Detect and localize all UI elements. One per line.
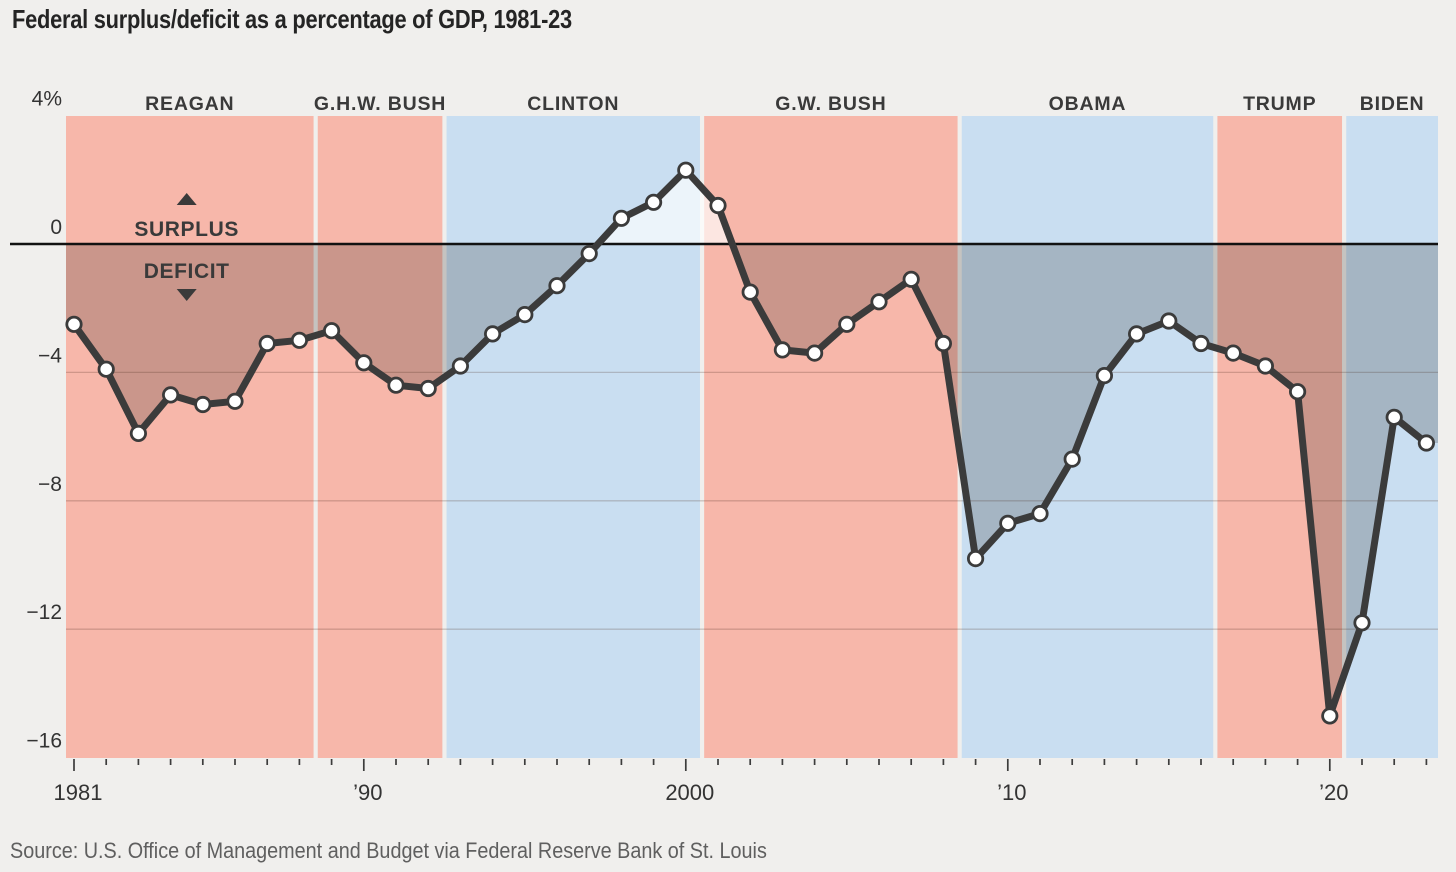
president-label-obama: OBAMA — [1049, 93, 1127, 115]
data-point-marker-2017 — [1224, 344, 1242, 362]
data-point-marker-2019 — [1289, 383, 1307, 401]
data-point-marker-2011 — [1031, 504, 1049, 523]
data-point-marker-2023 — [1417, 434, 1436, 452]
data-point-marker-1985 — [194, 395, 212, 414]
president-label-g-h-w-bush: G.H.W. BUSH — [314, 93, 446, 115]
surplus-annotation-label: SURPLUS — [134, 218, 239, 241]
data-point-marker-1994 — [483, 325, 502, 343]
data-point-marker-1982 — [97, 360, 115, 378]
data-point-marker-1988 — [290, 331, 308, 349]
data-point-marker-2007 — [902, 270, 920, 288]
x-tick-label-2010: ’10 — [997, 780, 1026, 805]
y-axis-labels: 4% 0 −4 −8 −12 −16 — [26, 88, 62, 753]
data-point-marker-2005 — [838, 315, 856, 333]
data-point-marker-2006 — [870, 293, 888, 311]
chart-title: Federal surplus/deficit as a percentage … — [12, 4, 572, 34]
data-point-marker-2000 — [677, 161, 695, 179]
surplus-deficit-annotation: SURPLUS DEFICIT — [134, 193, 239, 301]
data-point-marker-1984 — [162, 386, 180, 404]
data-point-marker-1998 — [612, 209, 631, 227]
era-band-g-h-w-bush — [317, 116, 443, 758]
data-point-markers — [65, 161, 1436, 725]
data-point-marker-2015 — [1160, 312, 1178, 330]
data-point-marker-1987 — [258, 334, 276, 353]
source-note: Source: U.S. Office of Management and Bu… — [10, 838, 767, 863]
data-point-marker-2003 — [773, 341, 792, 359]
data-point-marker-2008 — [934, 334, 953, 353]
data-point-marker-1997 — [580, 245, 598, 263]
era-band-reagan — [66, 116, 314, 758]
data-point-marker-1981 — [65, 315, 83, 333]
president-label-trump: TRUMP — [1243, 93, 1316, 115]
data-point-marker-2013 — [1095, 366, 1114, 385]
president-labels: REAGAN G.H.W. BUSH CLINTON G.W. BUSH OBAMA TR… — [145, 93, 1424, 115]
president-label-biden: BIDEN — [1360, 93, 1425, 115]
x-axis-ticks — [73, 759, 1428, 771]
y-tick-label: −8 — [38, 473, 62, 496]
data-point-marker-2014 — [1128, 325, 1146, 343]
data-point-marker-1990 — [355, 354, 373, 372]
data-point-marker-2010 — [999, 514, 1017, 532]
x-tick-label-2000: 2000 — [665, 780, 714, 805]
up-arrow-icon — [176, 193, 197, 205]
x-tick-label-1990: ’90 — [353, 780, 382, 805]
data-point-marker-1986 — [226, 392, 244, 410]
president-bands — [66, 116, 1438, 758]
data-point-marker-2009 — [966, 549, 985, 568]
data-point-marker-2002 — [741, 283, 759, 301]
data-point-marker-2012 — [1063, 450, 1081, 468]
down-arrow-icon — [176, 289, 197, 301]
data-point-marker-1992 — [419, 379, 437, 398]
data-point-marker-1996 — [548, 277, 566, 295]
president-label-clinton: CLINTON — [527, 93, 619, 115]
data-point-marker-2016 — [1192, 334, 1210, 353]
data-point-marker-1989 — [322, 322, 341, 340]
y-tick-label: −16 — [26, 730, 62, 753]
president-label-g-w-bush: G.W. BUSH — [775, 93, 886, 115]
data-point-marker-2020 — [1321, 707, 1339, 725]
data-point-marker-2021 — [1353, 614, 1371, 632]
y-tick-label: −12 — [26, 601, 62, 624]
deficit-area-fill — [66, 244, 1438, 716]
data-point-marker-2004 — [805, 344, 824, 362]
y-tick-label: 4% — [32, 88, 62, 111]
x-tick-label-2020: ’20 — [1319, 780, 1348, 805]
data-point-marker-2001 — [709, 196, 727, 215]
data-point-marker-1995 — [516, 305, 534, 324]
data-point-marker-1991 — [387, 376, 405, 394]
data-point-marker-1999 — [644, 193, 663, 211]
era-band-obama — [961, 116, 1214, 758]
x-axis-labels: 1981 ’90 2000 ’10 ’20 — [54, 780, 1349, 805]
data-point-marker-1983 — [129, 424, 147, 442]
y-tick-label: 0 — [50, 216, 62, 239]
data-point-marker-2018 — [1256, 357, 1275, 375]
data-point-marker-1993 — [451, 357, 469, 375]
era-band-g-w-bush — [704, 116, 958, 758]
president-label-reagan: REAGAN — [145, 93, 234, 115]
gridlines — [66, 371, 1438, 630]
y-tick-label: −4 — [38, 344, 62, 367]
data-point-marker-2022 — [1385, 408, 1403, 426]
x-tick-label-1981: 1981 — [54, 780, 103, 805]
deficit-annotation-label: DEFICIT — [144, 260, 230, 283]
